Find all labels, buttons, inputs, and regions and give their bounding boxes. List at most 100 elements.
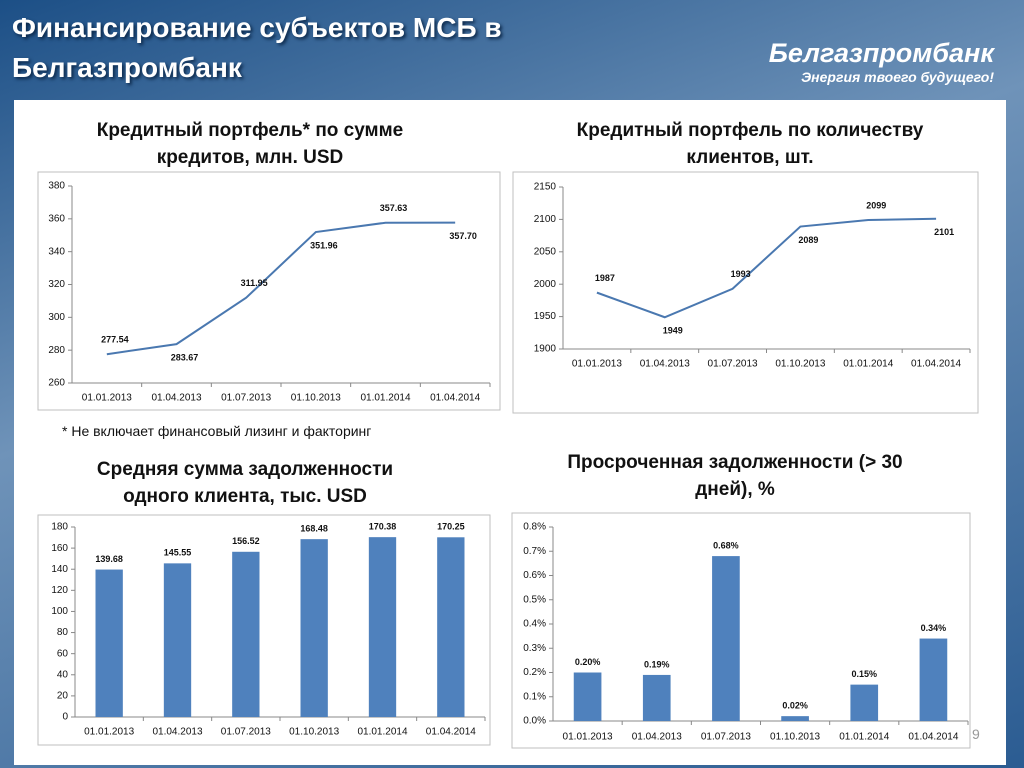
x-tick-label: 01.04.2013 bbox=[632, 732, 682, 743]
y-tick-label: 1900 bbox=[534, 344, 557, 355]
x-tick-label: 01.07.2013 bbox=[221, 727, 271, 738]
footnote: * Не включает финансовый лизинг и фактор… bbox=[62, 423, 372, 439]
x-tick-label: 01.01.2013 bbox=[84, 727, 134, 738]
y-tick-label: 2000 bbox=[534, 279, 557, 290]
x-tick-label: 01.04.2013 bbox=[152, 727, 202, 738]
bar bbox=[712, 556, 740, 721]
chart-frame bbox=[512, 171, 979, 414]
y-tick-label: 320 bbox=[48, 279, 65, 290]
chart-title: Кредитный портфель по количеству клиенто… bbox=[576, 120, 924, 168]
x-tick-label: 01.07.2013 bbox=[221, 393, 271, 404]
line bbox=[596, 217, 937, 319]
y-tick-label: 360 bbox=[48, 213, 65, 224]
y-tick-label: 20 bbox=[57, 691, 69, 702]
value-label: 139.68 bbox=[95, 554, 123, 564]
value-label: 170.38 bbox=[369, 522, 397, 532]
x-tick-label: 01.01.2014 bbox=[360, 393, 410, 404]
value-label: 0.19% bbox=[644, 659, 670, 669]
line bbox=[106, 221, 456, 356]
y-tick-label: 40 bbox=[57, 669, 69, 680]
x-tick-label: 01.10.2013 bbox=[291, 393, 341, 404]
y-tick-label: 0 bbox=[62, 712, 68, 723]
x-tick-label: 01.01.2013 bbox=[563, 732, 613, 743]
y-tick-label: 100 bbox=[51, 606, 68, 617]
y-tick-label: 0.6% bbox=[523, 570, 546, 581]
bar bbox=[300, 539, 328, 717]
x-tick-label: 01.04.2014 bbox=[908, 732, 958, 743]
value-label: 277.54 bbox=[101, 335, 129, 345]
y-tick-label: 0.2% bbox=[523, 667, 546, 678]
value-label: 0.02% bbox=[782, 701, 808, 711]
logo: Белгазпромбанк Энергия твоего будущего! bbox=[769, 38, 994, 85]
y-tick-label: 80 bbox=[57, 627, 69, 638]
y-tick-label: 0.7% bbox=[523, 546, 546, 557]
y-tick-label: 2150 bbox=[534, 182, 557, 193]
x-tick-label: 01.04.2014 bbox=[426, 727, 476, 738]
x-tick-label: 01.01.2013 bbox=[572, 359, 622, 370]
y-tick-label: 0.0% bbox=[523, 716, 546, 727]
x-tick-label: 01.04.2014 bbox=[430, 393, 480, 404]
bar bbox=[919, 638, 948, 721]
value-label: 351.96 bbox=[310, 240, 338, 250]
x-tick-label: 01.01.2013 bbox=[82, 393, 132, 404]
x-tick-label: 01.10.2013 bbox=[289, 727, 339, 738]
slide-title: Финансирование субъектов МСБ в Белгазпро… bbox=[12, 12, 502, 83]
y-tick-label: 0.5% bbox=[523, 594, 546, 605]
x-tick-label: 01.07.2013 bbox=[708, 359, 758, 370]
x-tick-label: 01.01.2014 bbox=[843, 359, 893, 370]
x-tick-label: 01.01.2014 bbox=[839, 732, 889, 743]
value-label: 0.20% bbox=[575, 657, 601, 667]
chart-title: Просроченная задолженности (> 30 дней), … bbox=[567, 452, 903, 500]
x-tick-label: 01.04.2014 bbox=[911, 359, 961, 370]
chart-title: Кредитный портфель* по сумме кредитов, м… bbox=[96, 120, 404, 168]
y-tick-label: 0.4% bbox=[523, 619, 546, 630]
value-label: 170.25 bbox=[437, 522, 465, 532]
y-tick-label: 340 bbox=[48, 246, 65, 257]
y-tick-label: 2050 bbox=[534, 246, 557, 257]
bar bbox=[95, 569, 123, 717]
logo-slogan: Энергия твоего будущего! bbox=[801, 69, 994, 85]
logo-name: Белгазпромбанк bbox=[768, 38, 994, 68]
y-tick-label: 1950 bbox=[534, 311, 557, 322]
y-tick-label: 0.1% bbox=[523, 691, 546, 702]
y-tick-label: 160 bbox=[51, 543, 68, 554]
bar bbox=[573, 672, 602, 721]
x-tick-label: 01.10.2013 bbox=[770, 732, 820, 743]
value-label: 357.70 bbox=[449, 231, 477, 241]
y-tick-label: 0.3% bbox=[523, 643, 546, 654]
value-label: 0.68% bbox=[713, 540, 739, 550]
chart-frame bbox=[37, 171, 501, 411]
value-label: 283.67 bbox=[171, 353, 199, 363]
bar bbox=[850, 684, 879, 721]
value-label: 2101 bbox=[934, 227, 954, 237]
y-tick-label: 2100 bbox=[534, 214, 557, 225]
y-tick-label: 60 bbox=[57, 648, 69, 659]
x-tick-label: 01.01.2014 bbox=[357, 727, 407, 738]
x-tick-label: 01.04.2013 bbox=[640, 359, 690, 370]
bar bbox=[642, 674, 671, 721]
bar bbox=[368, 537, 397, 717]
y-tick-label: 260 bbox=[48, 378, 65, 389]
value-label: 0.34% bbox=[921, 623, 947, 633]
y-tick-label: 280 bbox=[48, 345, 65, 356]
bar bbox=[232, 551, 260, 717]
value-label: 1987 bbox=[595, 273, 615, 283]
y-tick-label: 140 bbox=[51, 564, 68, 575]
page-number: 9 bbox=[972, 726, 980, 742]
value-label: 2089 bbox=[798, 235, 818, 245]
bar bbox=[163, 563, 192, 717]
value-label: 156.52 bbox=[232, 536, 260, 546]
value-label: 1993 bbox=[731, 269, 751, 279]
bar bbox=[781, 716, 809, 721]
y-tick-label: 300 bbox=[48, 312, 65, 323]
y-tick-label: 0.8% bbox=[523, 522, 546, 533]
value-label: 311.95 bbox=[241, 278, 268, 288]
value-label: 2099 bbox=[866, 200, 886, 210]
value-label: 0.15% bbox=[851, 669, 877, 679]
value-label: 145.55 bbox=[164, 548, 192, 558]
x-tick-label: 01.04.2013 bbox=[151, 393, 201, 404]
y-tick-label: 120 bbox=[51, 585, 68, 596]
bar bbox=[437, 537, 465, 717]
